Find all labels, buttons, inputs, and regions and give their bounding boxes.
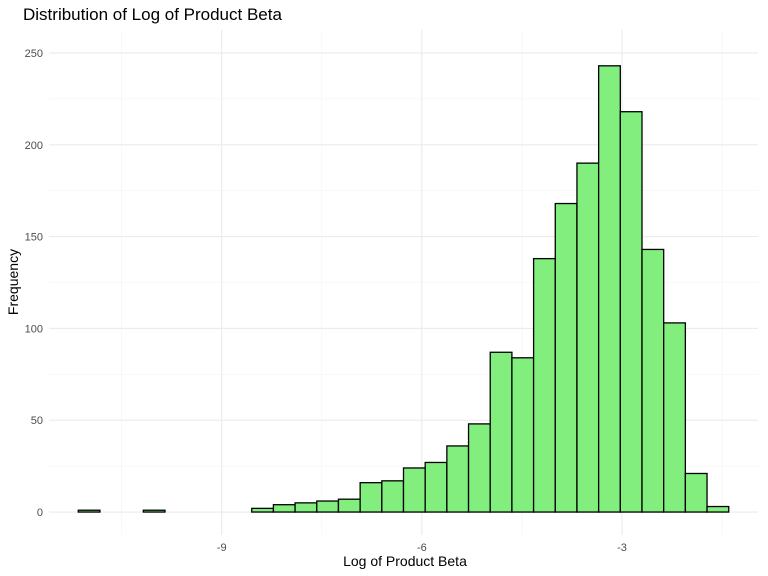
x-tick-labels: -9 -6 -3 (217, 542, 627, 554)
histogram-bar (142, 509, 166, 513)
y-tick-label: 50 (31, 415, 43, 427)
y-tick-label: 0 (37, 507, 43, 519)
histogram-bar (316, 500, 340, 513)
histogram-bar (424, 461, 448, 513)
histogram-bar (641, 248, 665, 513)
histogram-bar (272, 504, 296, 513)
y-tick-label: 150 (25, 232, 43, 244)
histogram-bar (251, 507, 275, 513)
chart-title: Distribution of Log of Product Beta (23, 5, 282, 24)
y-tick-label: 250 (25, 48, 43, 60)
histogram-bar (489, 351, 513, 513)
histogram-bar (467, 423, 491, 513)
bars-group (77, 65, 730, 513)
histogram-bar (554, 202, 578, 513)
histogram-bar (402, 467, 426, 513)
histogram-bar (597, 65, 621, 513)
histogram-bar (576, 162, 600, 513)
x-tick-label: -6 (417, 542, 427, 554)
histogram-bar (684, 472, 708, 513)
x-axis-title: Log of Product Beta (343, 553, 467, 569)
histogram-bar (77, 509, 101, 513)
histogram-bar (619, 111, 643, 513)
y-axis-title: Frequency (5, 249, 21, 315)
y-tick-label: 100 (25, 323, 43, 335)
histogram-bar (511, 357, 535, 513)
histogram-bar (706, 505, 730, 513)
histogram-bar (532, 257, 556, 513)
histogram-bar (381, 480, 405, 513)
y-tick-label: 200 (25, 140, 43, 152)
histogram-bar (294, 502, 318, 513)
x-tick-label: -9 (217, 542, 227, 554)
y-tick-labels: 0 50 100 150 200 250 (25, 48, 43, 519)
histogram-bar (446, 445, 470, 513)
histogram-bar (337, 498, 361, 513)
histogram-bar (359, 482, 383, 513)
histogram-bar (663, 322, 687, 513)
x-tick-label: -3 (617, 542, 627, 554)
